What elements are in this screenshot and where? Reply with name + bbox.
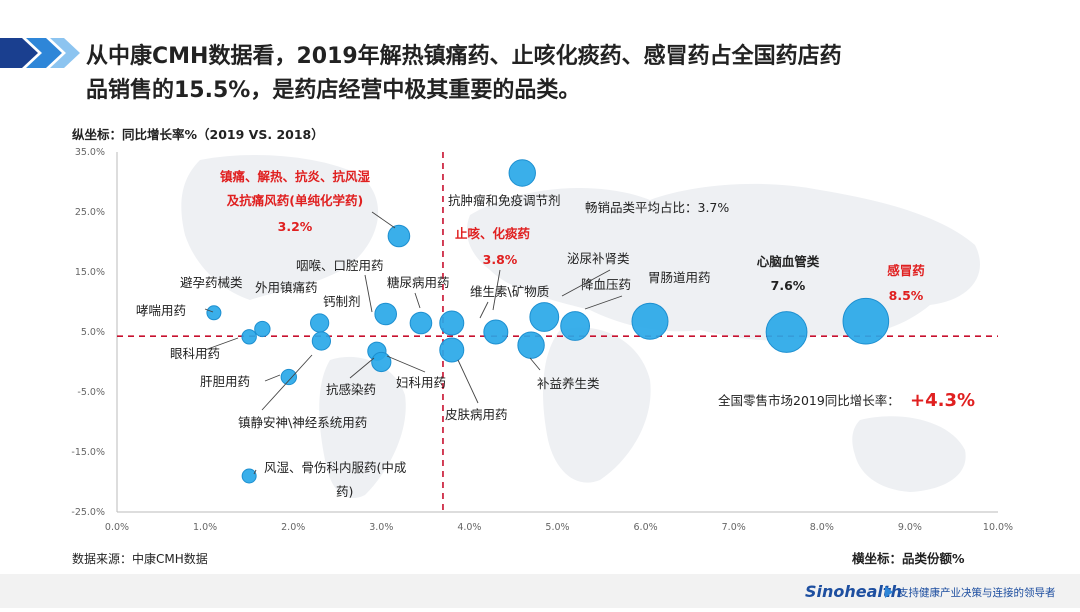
footer-bar	[0, 574, 1080, 608]
bubble-point	[310, 313, 330, 333]
label-throat: 咽喉、口腔用药	[296, 258, 384, 273]
y-tick-label: 5.0%	[81, 327, 105, 338]
x-tick-label: 1.0%	[193, 522, 217, 533]
bubble-point	[374, 302, 398, 326]
bubble-point	[631, 302, 669, 340]
label-contraceptive: 避孕药械类	[180, 275, 243, 290]
x-tick-label: 2.0%	[281, 522, 305, 533]
label-ophthalmic: 眼科用药	[170, 346, 220, 361]
bubble-point	[439, 337, 465, 363]
x-axis-title: 横坐标：品类份额%	[852, 551, 965, 566]
header-chevron-icon	[0, 38, 80, 68]
bubble-point	[439, 310, 465, 336]
x-tick-label: 7.0%	[722, 522, 746, 533]
analgesic-value-label: 3.2%	[278, 219, 313, 234]
label-urinary: 泌尿补肾类	[567, 251, 630, 266]
y-axis-title: 纵坐标：同比增长率%（2019 VS. 2018）	[72, 127, 324, 142]
point-labels: 镇痛、解热、抗炎、抗风湿 及抗痛风药(单纯化学药) 3.2% 抗肿瘤和免疫调节剂…	[136, 169, 975, 499]
data-source: 数据来源：中康CMH数据	[72, 551, 208, 566]
x-tick-label: 6.0%	[634, 522, 658, 533]
bubble-point	[371, 351, 392, 373]
y-tick-label: -5.0%	[77, 387, 105, 398]
label-liver: 肝胆用药	[200, 374, 250, 389]
brand-logo: Sinohealth	[805, 582, 902, 601]
bubble-point	[842, 297, 890, 345]
bubble-point	[508, 159, 536, 187]
brand-logo-icon	[885, 586, 893, 598]
x-tick-label: 5.0%	[545, 522, 569, 533]
cough-label: 止咳、化痰药	[455, 226, 531, 241]
y-tick-label: -15.0%	[71, 447, 105, 458]
bubble-point	[206, 305, 222, 321]
label-dermatology: 皮肤病用药	[445, 407, 508, 422]
label-asthma: 哮喘用药	[136, 303, 186, 318]
y-tick-label: -25.0%	[71, 507, 105, 518]
x-tick-label: 8.0%	[810, 522, 834, 533]
y-tick-label: 35.0%	[75, 147, 105, 158]
slide-title-line2: 品销售的15.5%，是药店经营中极其重要的品类。	[86, 77, 580, 103]
bubble-point	[311, 331, 332, 351]
analgesic-label-line2: 及抗痛风药(单纯化学药)	[227, 193, 363, 208]
cold-value-label: 8.5%	[889, 288, 924, 303]
bubble-point	[483, 319, 509, 345]
label-antihypertensive: 降血压药	[581, 277, 631, 292]
y-tick-label: 25.0%	[75, 207, 105, 218]
x-tick-label: 4.0%	[457, 522, 481, 533]
bubble-point	[241, 329, 257, 345]
label-vitamin: 维生素\矿物质	[470, 284, 549, 299]
bubble-point	[387, 224, 411, 248]
avg-share-annotation: 畅销品类平均占比：3.7%	[585, 200, 729, 215]
cough-value-label: 3.8%	[483, 252, 518, 267]
label-sedative: 镇静安神\神经系统用药	[238, 415, 367, 430]
rheum-label-line2: 药)	[336, 484, 353, 499]
bubble-point	[560, 311, 591, 341]
world-map-background	[181, 155, 980, 499]
label-diabetes: 糖尿病用药	[387, 275, 450, 290]
bubble-point	[765, 311, 808, 353]
bubble-point	[280, 368, 297, 386]
slide-title-line1: 从中康CMH数据看，2019年解热镇痛药、止咳化痰药、感冒药占全国药店药	[86, 43, 842, 69]
label-anti-infective: 抗感染药	[326, 382, 376, 397]
market-growth-value: +4.3%	[910, 390, 975, 411]
cardio-label: 心脑血管类	[757, 254, 820, 269]
label-gastro: 胃肠道用药	[648, 270, 711, 285]
bubble-point	[409, 311, 433, 335]
x-tick-label: 3.0%	[369, 522, 393, 533]
x-tick-label: 10.0%	[983, 522, 1013, 533]
market-growth-label: 全国零售市场2019同比增长率：	[718, 393, 900, 408]
label-antitumor: 抗肿瘤和免疫调节剂	[448, 193, 561, 208]
cold-label: 感冒药	[887, 263, 925, 278]
label-topical-pain: 外用镇痛药	[255, 280, 318, 295]
cardio-value-label: 7.6%	[771, 278, 806, 293]
brand-slogan: 支持健康产业决策与连接的领导者	[898, 586, 1056, 599]
bubble-point	[517, 331, 545, 359]
bubble-point	[529, 302, 560, 332]
y-tick-label: 15.0%	[75, 267, 105, 278]
x-tick-label: 9.0%	[898, 522, 922, 533]
label-calcium: 钙制剂	[323, 294, 361, 309]
label-tonic: 补益养生类	[537, 376, 600, 391]
rheum-label-line1: 风湿、骨伤科内服药(中成	[264, 460, 406, 475]
x-tick-label: 0.0%	[105, 522, 129, 533]
bubble-point	[241, 468, 257, 484]
leader-lines	[204, 211, 623, 475]
analgesic-label-line1: 镇痛、解热、抗炎、抗风湿	[220, 169, 371, 184]
label-gynecology: 妇科用药	[396, 375, 446, 390]
bubble-point	[254, 320, 271, 338]
